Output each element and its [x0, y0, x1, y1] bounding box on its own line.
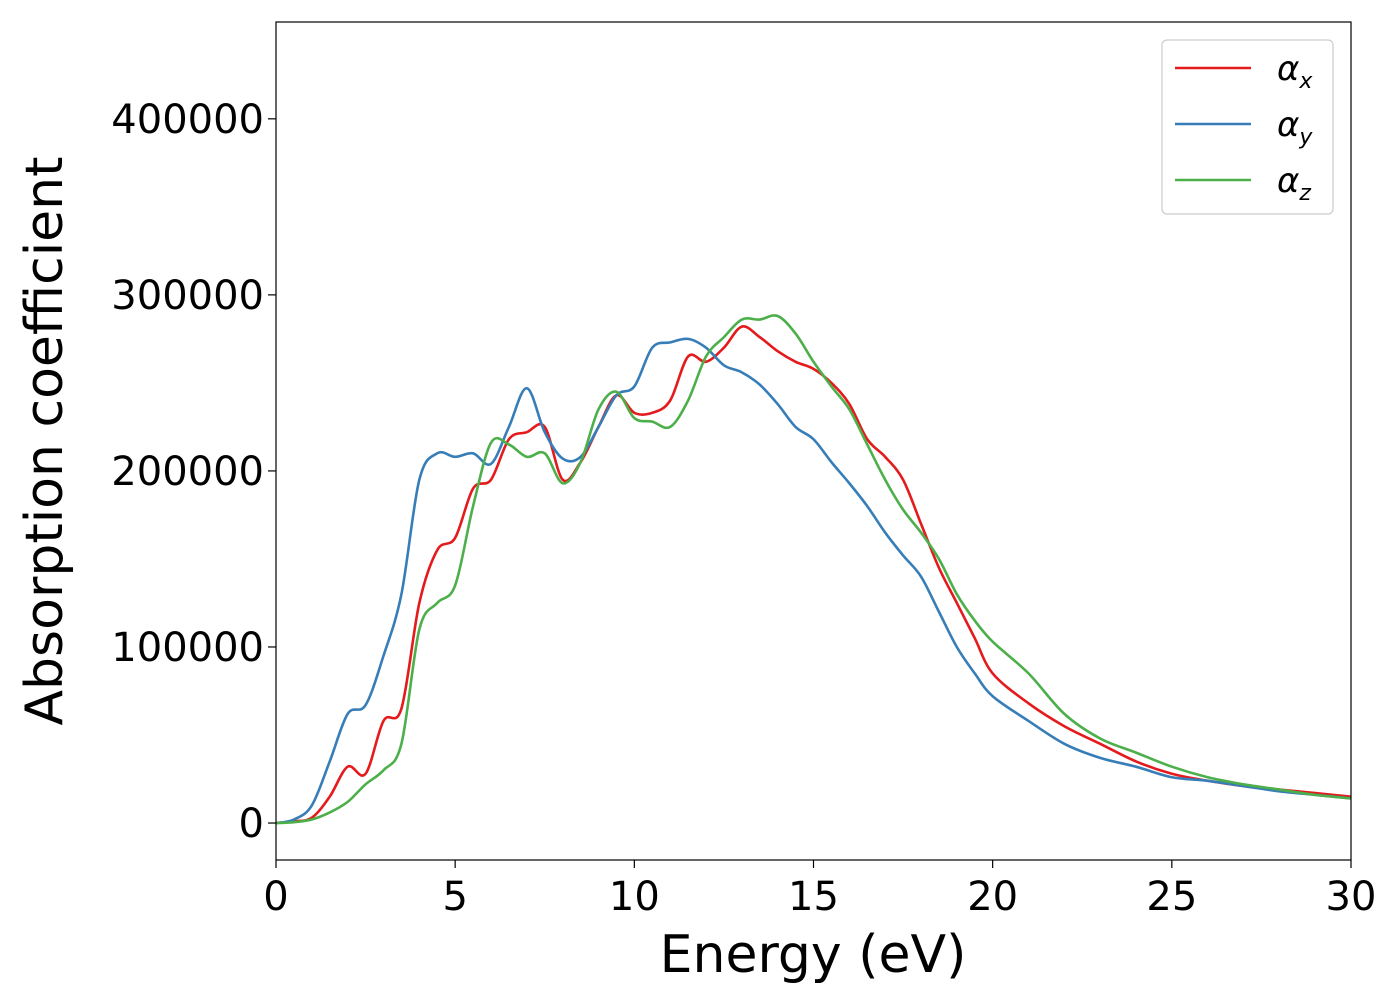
y-tick-label: 300000 [111, 273, 264, 319]
x-tick-label: 30 [1326, 874, 1377, 920]
y-tick-label: 200000 [111, 449, 264, 495]
legend-label-x: αx [1277, 49, 1313, 94]
y-tick-label: 400000 [111, 97, 264, 143]
legend-label-symbol: α [1277, 49, 1299, 89]
x-tick-label: 20 [967, 874, 1018, 920]
legend-label-subscript: x [1298, 69, 1313, 94]
y-tick-label: 0 [239, 801, 264, 847]
x-tick-label: 10 [609, 874, 660, 920]
x-tick-label: 0 [263, 874, 288, 920]
series-line-x [275, 325, 1352, 825]
legend-label-subscript: z [1298, 181, 1311, 206]
series-layer [275, 314, 1352, 825]
x-tick-label: 25 [1146, 874, 1197, 920]
y-axis: 0 100000 200000 300000 400000 [111, 97, 276, 847]
x-tick-label: 15 [788, 874, 839, 920]
y-axis-title: Absorption coefficient [15, 156, 75, 725]
legend-label-symbol: α [1277, 161, 1299, 201]
legend-frame [1161, 39, 1334, 215]
legend-label-symbol: α [1277, 105, 1299, 145]
legend-label-subscript: y [1298, 125, 1313, 150]
series-line-z [275, 314, 1352, 825]
x-axis-title: Energy (eV) [660, 925, 967, 985]
y-tick-label: 100000 [111, 625, 264, 671]
legend-label-y: αy [1277, 105, 1313, 150]
legend-label-z: αz [1277, 161, 1311, 206]
series-line-y [275, 337, 1352, 825]
x-tick-label: 5 [442, 874, 467, 920]
x-axis: 0 5 10 15 20 25 30 [263, 860, 1376, 920]
